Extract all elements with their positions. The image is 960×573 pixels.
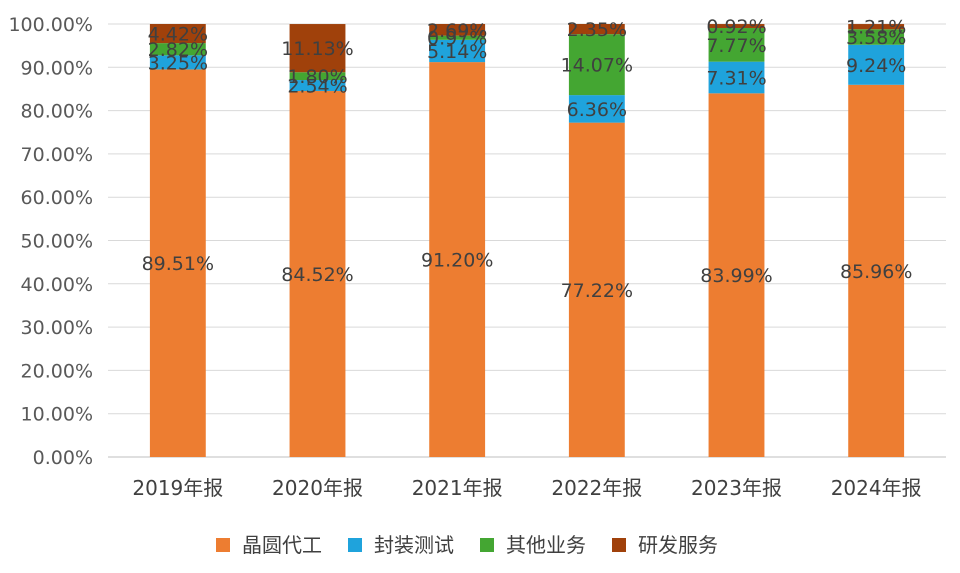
bar-segment (708, 24, 765, 29)
legend-label: 研发服务 (638, 533, 718, 557)
data-label: 4.42% (148, 24, 208, 46)
data-label: 84.52% (281, 264, 353, 286)
data-label: 1.21% (846, 17, 906, 39)
data-label: 11.13% (281, 38, 353, 60)
data-label: 6.36% (567, 99, 627, 121)
data-label: 0.97% (427, 28, 487, 50)
gridlines (108, 23, 946, 458)
legend-item: 封装测试 (348, 533, 454, 557)
legend-swatch (480, 538, 494, 552)
x-axis-category-labels: 2019年报 2020年报 2021年报 2022年报 2023年报 2024年报 (132, 476, 921, 500)
data-label: 9.24% (846, 55, 906, 77)
x-category-label: 2019年报 (132, 476, 223, 500)
y-tick-label: 20.00% (21, 360, 93, 382)
bar-segment (708, 28, 765, 62)
data-labels: 89.51% 3.25%2.82%4.42% 84.52% 2.54%1.80% 11.… (142, 16, 913, 302)
legend-label: 晶圆代工 (242, 533, 322, 557)
bar-segment (848, 29, 905, 45)
bars (149, 24, 905, 458)
y-tick-label: 100.00% (8, 14, 93, 36)
data-label: 85.96% (840, 261, 912, 283)
legend-swatch (348, 538, 362, 552)
bar-segment (568, 122, 625, 458)
data-label: 7.77% (706, 35, 766, 57)
x-category-label: 2023年报 (691, 476, 782, 500)
bar-segment (568, 24, 625, 35)
x-category-label: 2021年报 (412, 476, 503, 500)
bar-segment (149, 55, 206, 70)
data-label: 5.14% (427, 41, 487, 63)
legend-swatch (612, 538, 626, 552)
bar-segment (568, 95, 625, 123)
bar-segment (289, 80, 346, 92)
bar-segment (429, 62, 486, 457)
x-category-label: 2024年报 (831, 476, 922, 500)
y-tick-label: 90.00% (21, 57, 93, 79)
bar-segment (708, 93, 765, 457)
bar-segment (289, 91, 346, 458)
y-axis-tick-labels: 0.00% 10.00% 20.00% 30.00% 40.00% 50.00% 60.00… (8, 14, 93, 469)
legend-item: 其他业务 (480, 533, 586, 557)
y-tick-label: 10.00% (21, 404, 93, 426)
y-tick-label: 50.00% (21, 231, 93, 253)
y-tick-label: 40.00% (21, 274, 93, 296)
bar-segment (429, 24, 486, 36)
x-category-label: 2022年报 (551, 476, 642, 500)
bar-segment (289, 72, 346, 81)
data-label: 2.69% (427, 20, 487, 42)
data-label: 3.25% (148, 52, 208, 74)
bar-segment (848, 84, 905, 457)
data-label: 3.58% (846, 27, 906, 49)
bar-segment (848, 44, 905, 85)
bar-segment (149, 24, 206, 44)
data-label: 91.20% (421, 250, 493, 272)
y-tick-label: 30.00% (21, 317, 93, 339)
y-tick-label: 0.00% (33, 447, 93, 469)
data-label: 0.92% (706, 16, 766, 38)
y-tick-label: 70.00% (21, 144, 93, 166)
data-label: 1.80% (287, 66, 347, 88)
bar-segment (429, 35, 486, 40)
data-label: 2.54% (287, 76, 347, 98)
legend-label: 封装测试 (374, 533, 454, 557)
legend-item: 晶圆代工 (216, 533, 322, 557)
data-label: 77.22% (561, 280, 633, 302)
data-label: 83.99% (700, 265, 772, 287)
legend-item: 研发服务 (612, 533, 718, 557)
bar-segment (429, 39, 486, 63)
legend: 晶圆代工 封装测试 其他业务 研发服务 (216, 533, 718, 557)
data-label: 7.31% (706, 67, 766, 89)
legend-swatch (216, 538, 230, 552)
bar-segment (149, 69, 206, 458)
y-tick-label: 60.00% (21, 187, 93, 209)
data-label: 2.82% (148, 39, 208, 61)
bar-segment (708, 61, 765, 94)
bar-segment (848, 24, 905, 30)
data-label: 89.51% (142, 253, 214, 275)
data-label: 2.35% (567, 19, 627, 41)
data-label: 14.07% (561, 55, 633, 77)
y-tick-label: 80.00% (21, 101, 93, 123)
legend-label: 其他业务 (506, 533, 586, 557)
bar-segment (289, 24, 346, 73)
x-category-label: 2020年报 (272, 476, 363, 500)
bar-segment (149, 43, 206, 56)
bar-segment (568, 34, 625, 96)
